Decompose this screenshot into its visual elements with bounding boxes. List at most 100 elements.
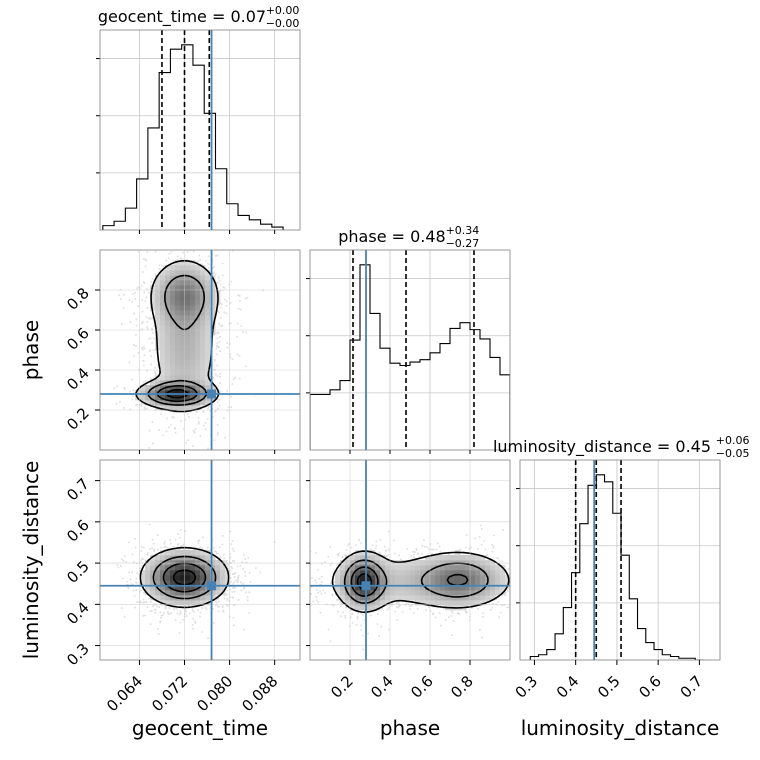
density-cell	[345, 560, 351, 566]
density-cell	[160, 280, 166, 286]
density-cell	[490, 565, 496, 571]
density-cell	[175, 565, 181, 571]
density-cell	[190, 360, 196, 366]
density-cell	[365, 605, 371, 611]
density-cell	[165, 330, 171, 336]
density-cell	[180, 405, 186, 411]
density-cell	[470, 570, 476, 576]
density-cell	[435, 565, 441, 571]
density-cell	[160, 325, 166, 331]
density-cell	[455, 590, 461, 596]
density-cell	[185, 365, 191, 371]
density-cell	[405, 580, 411, 586]
density-cell	[180, 275, 186, 281]
density-cell	[175, 335, 181, 341]
density-cell	[160, 385, 166, 391]
density-cell	[185, 290, 191, 296]
density-cell	[440, 575, 446, 581]
density-cell	[170, 280, 176, 286]
panel-background	[310, 250, 510, 450]
density-cell	[145, 575, 151, 581]
density-cell	[465, 595, 471, 601]
density-cell	[210, 595, 216, 601]
density-cell	[175, 330, 181, 336]
density-cell	[170, 340, 176, 346]
density-cell	[170, 275, 176, 281]
density-cell	[195, 265, 201, 271]
density-cell	[175, 380, 181, 386]
density-cell	[365, 560, 371, 566]
density-cell	[160, 350, 166, 356]
density-cell	[160, 360, 166, 366]
density-cell	[190, 315, 196, 321]
density-cell	[165, 555, 171, 561]
density-cell	[475, 555, 481, 561]
density-cell	[145, 585, 151, 591]
density-cell	[500, 585, 506, 591]
density-cell	[175, 575, 181, 581]
density-cell	[345, 595, 351, 601]
density-cell	[155, 400, 161, 406]
density-cell	[170, 570, 176, 576]
density-cell	[135, 390, 141, 396]
density-cell	[335, 570, 341, 576]
density-cell	[470, 580, 476, 586]
density-cell	[470, 585, 476, 591]
density-cell	[195, 310, 201, 316]
histogram-luminosity_distance	[529, 474, 704, 660]
density-cell	[440, 600, 446, 606]
density-cell	[215, 580, 221, 586]
density-cell	[195, 305, 201, 311]
density-cell	[165, 395, 171, 401]
density-cell	[155, 295, 161, 301]
density-cell	[440, 565, 446, 571]
density-cell	[435, 590, 441, 596]
density-cell	[185, 355, 191, 361]
density-cell	[140, 390, 146, 396]
density-cell	[175, 600, 181, 606]
density-cell	[185, 350, 191, 356]
contour-line	[331, 550, 510, 614]
density-cell	[390, 575, 396, 581]
density-cell	[465, 570, 471, 576]
density-cell	[385, 560, 391, 566]
density-cell	[345, 575, 351, 581]
density-cell	[410, 560, 416, 566]
density-cell	[160, 575, 166, 581]
density-cell	[360, 605, 366, 611]
density-cell	[405, 570, 411, 576]
density-cell	[350, 575, 356, 581]
density-cell	[165, 335, 171, 341]
density-cell	[190, 335, 196, 341]
density-cell	[400, 575, 406, 581]
density-cell	[445, 590, 451, 596]
density-cell	[480, 560, 486, 566]
density-cell	[155, 275, 161, 281]
density-cell	[155, 300, 161, 306]
density-cell	[155, 385, 161, 391]
density-cell	[185, 305, 191, 311]
density-cell	[180, 265, 186, 271]
density-cell	[170, 325, 176, 331]
density-cell	[150, 570, 156, 576]
density-cell	[220, 565, 226, 571]
density-cell	[205, 295, 211, 301]
density-cell	[160, 395, 166, 401]
density-cell	[170, 285, 176, 291]
density-cell	[385, 580, 391, 586]
density-cell	[150, 295, 156, 301]
density-cell	[385, 575, 391, 581]
density-cell	[155, 290, 161, 296]
density-cell	[160, 365, 166, 371]
density-cell	[410, 580, 416, 586]
density-cell	[175, 345, 181, 351]
density-cell	[445, 585, 451, 591]
density-cell	[175, 370, 181, 376]
density-cell	[195, 590, 201, 596]
panel-background	[520, 460, 720, 660]
marginal-title-geocent_time: geocent_time = 0.07	[98, 7, 266, 27]
density-cell	[190, 405, 196, 411]
density-cell	[205, 300, 211, 306]
density-cell	[170, 385, 176, 391]
density-cell	[210, 300, 216, 306]
